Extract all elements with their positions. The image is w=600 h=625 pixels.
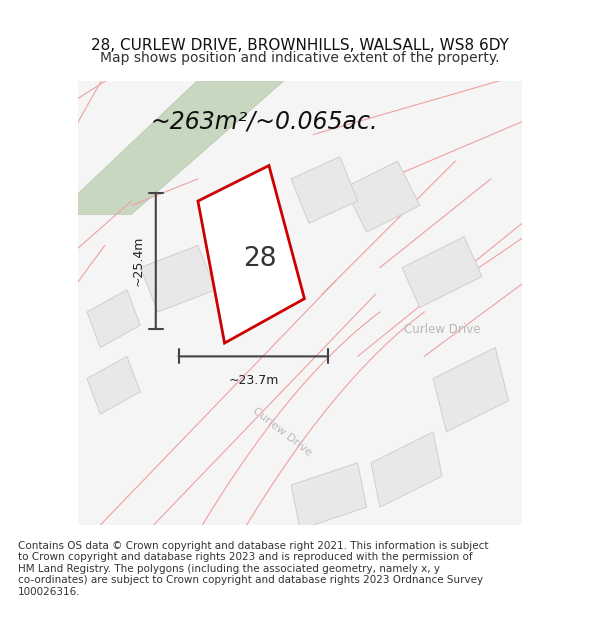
- Text: 28: 28: [244, 246, 277, 272]
- Polygon shape: [291, 157, 358, 223]
- Text: 28, CURLEW DRIVE, BROWNHILLS, WALSALL, WS8 6DY: 28, CURLEW DRIVE, BROWNHILLS, WALSALL, W…: [91, 38, 509, 53]
- Polygon shape: [56, 59, 309, 214]
- Polygon shape: [140, 246, 215, 312]
- Polygon shape: [371, 432, 442, 508]
- Text: ~23.7m: ~23.7m: [228, 374, 278, 387]
- Polygon shape: [198, 166, 304, 343]
- Polygon shape: [87, 356, 140, 414]
- Text: Map shows position and indicative extent of the property.: Map shows position and indicative extent…: [100, 51, 500, 65]
- Text: ~25.4m: ~25.4m: [131, 236, 145, 286]
- Text: Contains OS data © Crown copyright and database right 2021. This information is : Contains OS data © Crown copyright and d…: [18, 541, 488, 597]
- Text: ~263m²/~0.065ac.: ~263m²/~0.065ac.: [151, 109, 378, 133]
- Polygon shape: [402, 236, 482, 308]
- Text: Curlew Drive: Curlew Drive: [404, 323, 480, 336]
- Polygon shape: [87, 290, 140, 348]
- Text: Contains OS data © Crown copyright and database right 2021. This information is : Contains OS data © Crown copyright and d…: [0, 624, 1, 625]
- Text: Curlew Drive: Curlew Drive: [251, 406, 314, 458]
- Polygon shape: [433, 348, 509, 432]
- Polygon shape: [198, 174, 274, 254]
- FancyBboxPatch shape: [78, 81, 522, 525]
- Polygon shape: [291, 463, 367, 529]
- Polygon shape: [344, 161, 420, 232]
